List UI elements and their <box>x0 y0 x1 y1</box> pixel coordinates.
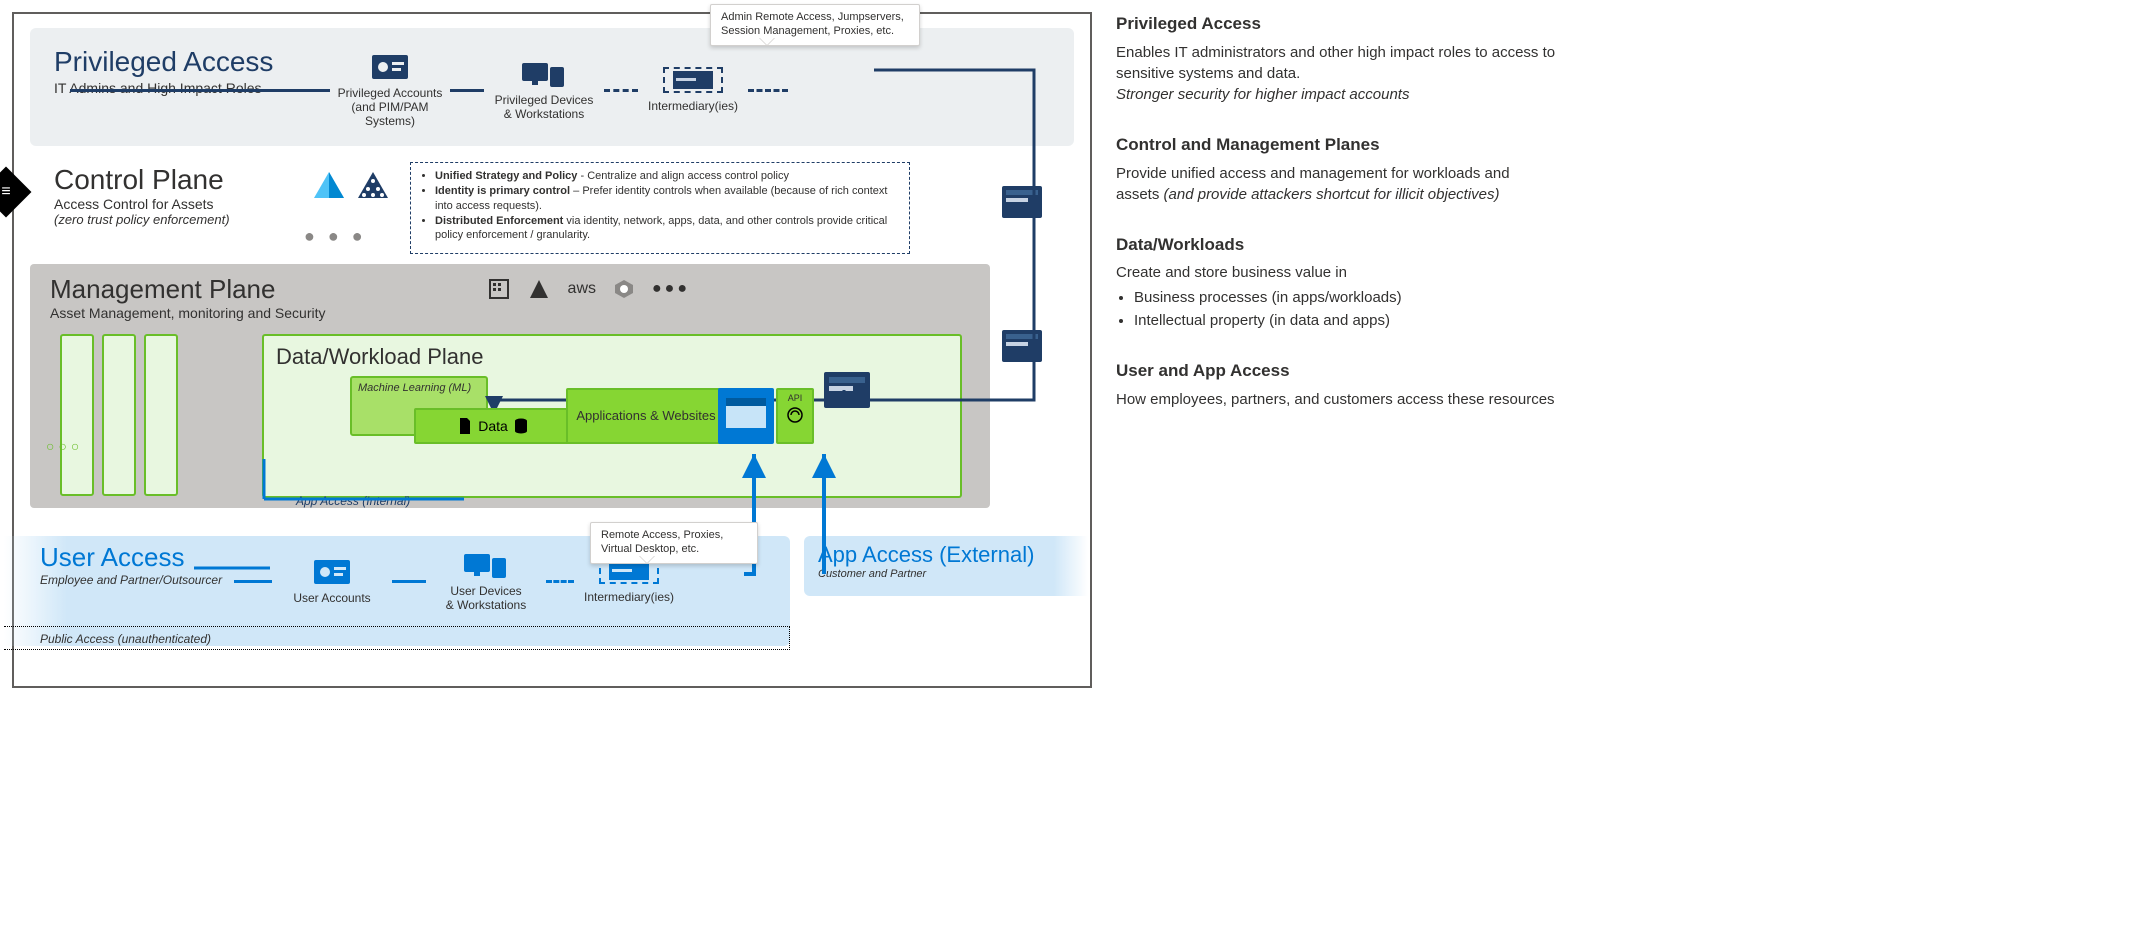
window-icon <box>824 372 870 408</box>
priv-accounts-sub: (and PIM/PAM Systems) <box>330 100 450 128</box>
priv-accounts-label: Privileged Accounts <box>330 86 450 100</box>
privileged-row: Privileged Accounts (and PIM/PAM Systems… <box>70 56 1054 124</box>
right-section-user: User and App Access How employees, partn… <box>1116 359 1556 410</box>
window-icon <box>663 67 723 93</box>
user-accounts: User Accounts <box>272 557 392 605</box>
right-section-privileged: Privileged Access Enables IT administrat… <box>1116 12 1556 105</box>
priv-devices: Privileged Devices & Workstations <box>484 59 604 121</box>
public-access-box <box>4 626 790 650</box>
callout-admin-remote: Admin Remote Access, Jumpservers, Sessio… <box>710 4 920 46</box>
pyramid-icon <box>312 170 346 200</box>
id-card-icon <box>272 557 392 587</box>
data-label: Data <box>478 418 508 434</box>
green-strip <box>60 334 94 496</box>
user-devices: User Devices & Workstations <box>426 550 546 612</box>
ellipsis-icon: ●●● <box>652 280 690 298</box>
data-box: Data <box>414 408 572 444</box>
apps-box: Applications & Websites <box>566 388 726 444</box>
right-p3: Create and store business value in <box>1116 262 1556 283</box>
building-icon <box>488 278 510 300</box>
azure-icon <box>528 278 550 300</box>
mgmt-sub: Asset Management, monitoring and Securit… <box>50 305 990 321</box>
user-intermediary: Intermediary(ies) <box>574 558 684 604</box>
right-p4: How employees, partners, and customers a… <box>1116 389 1556 410</box>
database-icon <box>514 418 528 434</box>
app-access-internal-label: App Access (Internal) <box>296 494 410 508</box>
devices-icon <box>484 59 604 89</box>
priv-devices-label: Privileged Devices <box>484 93 604 107</box>
right-panel: Privileged Access Enables IT administrat… <box>1116 12 1556 688</box>
window-icon <box>1002 330 1042 362</box>
user-intermediary-label: Intermediary(ies) <box>574 590 684 604</box>
right-h4: User and App Access <box>1116 359 1556 383</box>
id-card-icon <box>330 52 450 82</box>
callout-user-remote: Remote Access, Proxies, Virtual Desktop,… <box>590 522 758 564</box>
app-window-box <box>718 388 774 444</box>
right-li2: Intellectual property (in data and apps) <box>1134 310 1556 331</box>
right-li1: Business processes (in apps/workloads) <box>1134 287 1556 308</box>
hexagon-icon <box>614 279 634 299</box>
policy-b1: Unified Strategy and Policy <box>435 170 577 182</box>
api-box: API <box>776 388 814 444</box>
policy-t1: - Centralize and align access control po… <box>577 170 789 182</box>
user-devices-sub: & Workstations <box>426 598 546 612</box>
ellipsis-icon: ● ● ● <box>304 226 367 247</box>
priv-intermediary-label: Intermediary(ies) <box>638 99 748 113</box>
right-em2: (and provide attackers shortcut for illi… <box>1164 186 1500 203</box>
priv-intermediary: Intermediary(ies) <box>638 67 748 113</box>
data-workload-plane: Data/Workload Plane Machine Learning (ML… <box>262 334 962 498</box>
window-icon <box>1002 186 1042 218</box>
privileged-access-band: Privileged Access IT Admins and High Imp… <box>30 28 1074 146</box>
right-p1: Enables IT administrators and other high… <box>1116 44 1555 82</box>
green-ooo: ○○○ <box>46 438 83 454</box>
api-label: API <box>788 393 803 403</box>
dw-title: Data/Workload Plane <box>276 344 948 370</box>
app-ext-sub: Customer and Partner <box>818 568 1088 580</box>
right-h3: Data/Workloads <box>1116 233 1556 257</box>
file-icon <box>458 418 472 434</box>
right-h1: Privileged Access <box>1116 12 1556 36</box>
app-ext-title: App Access (External) <box>818 542 1088 568</box>
diamond-badge-icon <box>0 167 31 218</box>
apps-label: Applications & Websites <box>576 408 715 424</box>
priv-accounts: Privileged Accounts (and PIM/PAM Systems… <box>330 52 450 128</box>
priv-devices-sub: & Workstations <box>484 107 604 121</box>
right-section-data: Data/Workloads Create and store business… <box>1116 233 1556 332</box>
right-em1: Stronger security for higher impact acco… <box>1116 86 1409 103</box>
app-access-external-band: App Access (External) Customer and Partn… <box>804 536 1088 596</box>
right-section-control: Control and Management Planes Provide un… <box>1116 133 1556 205</box>
policy-b2: Identity is primary control <box>435 185 570 197</box>
pyramid-dots-icon <box>356 170 390 200</box>
green-strips <box>60 334 178 496</box>
green-strip <box>102 334 136 496</box>
policy-box: Unified Strategy and Policy - Centralize… <box>410 162 910 254</box>
user-accounts-label: User Accounts <box>272 591 392 605</box>
green-strip <box>144 334 178 496</box>
right-h2: Control and Management Planes <box>1116 133 1556 157</box>
aws-icon: aws <box>568 280 596 298</box>
policy-b3: Distributed Enforcement <box>435 215 563 227</box>
architecture-diagram: Admin Remote Access, Jumpservers, Sessio… <box>12 12 1092 688</box>
cloud-provider-icons: aws ●●● <box>488 278 690 300</box>
devices-icon <box>426 550 546 580</box>
user-devices-label: User Devices <box>426 584 546 598</box>
